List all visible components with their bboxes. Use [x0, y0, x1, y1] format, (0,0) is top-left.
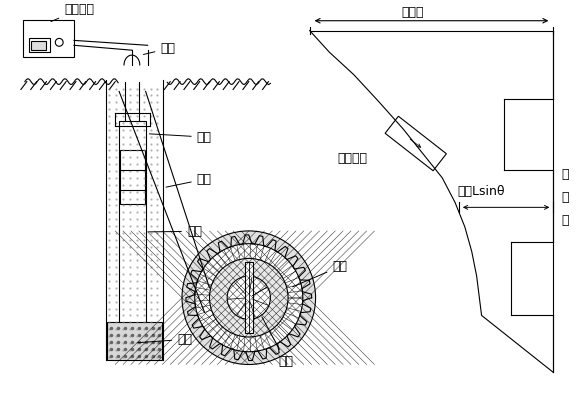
Text: 电缆: 电缆 [144, 42, 175, 55]
Bar [107, 322, 162, 359]
Circle shape [194, 244, 303, 352]
Text: 导管: 导管 [148, 225, 202, 238]
Bar [119, 121, 145, 352]
Text: 位移Lsinθ: 位移Lsinθ [457, 185, 505, 198]
Circle shape [182, 231, 315, 364]
Bar [23, 20, 74, 57]
Text: 测头: 测头 [150, 131, 212, 144]
Polygon shape [385, 116, 446, 171]
Bar [245, 262, 253, 333]
Circle shape [210, 259, 288, 337]
Text: 导轮: 导轮 [262, 317, 293, 368]
Bar [31, 42, 47, 50]
Text: 导槽: 导槽 [293, 260, 347, 287]
Text: 钻孔: 钻孔 [166, 173, 212, 187]
Bar [29, 39, 50, 52]
Text: 测读设备: 测读设备 [51, 3, 94, 22]
Bar [120, 150, 145, 205]
Text: 回填: 回填 [138, 333, 192, 346]
Text: 原
准
线: 原 准 线 [561, 168, 569, 227]
Text: 测读间距: 测读间距 [337, 152, 367, 165]
Circle shape [227, 276, 270, 319]
Text: 总位移: 总位移 [402, 6, 424, 20]
